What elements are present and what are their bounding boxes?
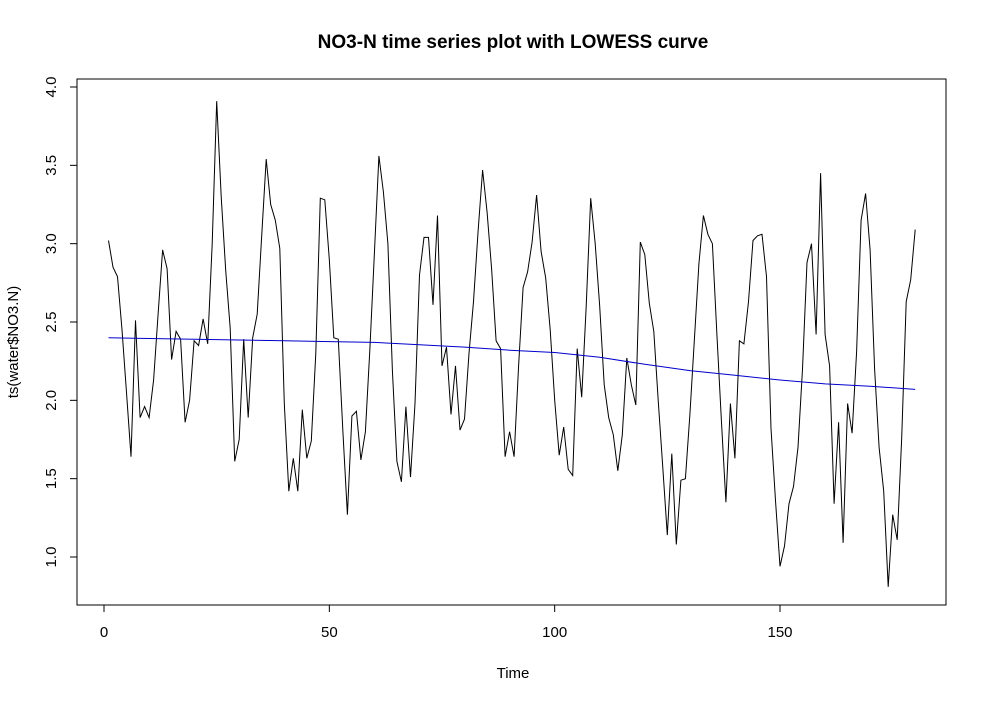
x-tick-label: 150 xyxy=(767,624,792,641)
series-line-no3n xyxy=(108,101,916,587)
y-axis: 1.0 1.5 2.0 2.5 3.0 3.5 4.0 xyxy=(43,77,78,568)
x-tick-label: 50 xyxy=(321,624,338,641)
y-axis-label: ts(water$NO3.N) xyxy=(5,286,22,399)
series-layer xyxy=(108,101,916,587)
lowess-curve xyxy=(108,337,916,390)
x-axis-label: Time xyxy=(497,665,530,682)
y-tick-label: 2.0 xyxy=(43,390,60,411)
chart-title: NO3-N time series plot with LOWESS curve xyxy=(318,32,709,53)
x-axis: 0 50 100 150 xyxy=(100,604,793,641)
y-tick-label: 2.5 xyxy=(43,312,60,333)
y-tick-label: 3.0 xyxy=(43,233,60,254)
y-tick-label: 1.0 xyxy=(43,547,60,568)
y-tick-label: 4.0 xyxy=(43,77,60,98)
x-tick-label: 100 xyxy=(542,624,567,641)
y-tick-label: 1.5 xyxy=(43,468,60,489)
y-tick-label: 3.5 xyxy=(43,155,60,176)
x-tick-label: 0 xyxy=(100,624,108,641)
